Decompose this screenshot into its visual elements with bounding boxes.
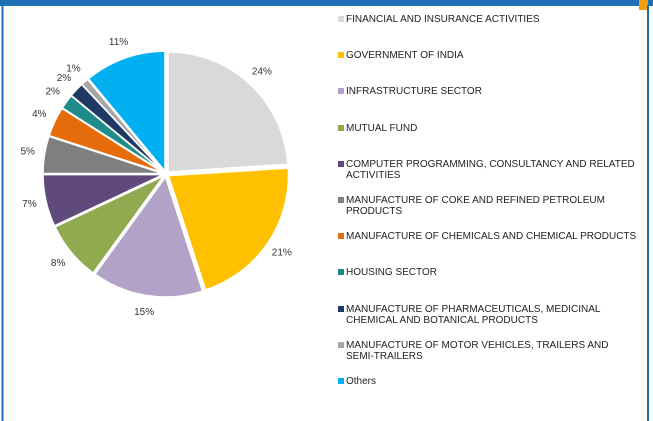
- pie-slice: [87, 50, 166, 174]
- corner-accent: [639, 0, 648, 10]
- legend-label: MANUFACTURE OF MOTOR VEHICLES, TRAILERS …: [346, 339, 609, 362]
- legend-item: MANUFACTURE OF CHEMICALS AND CHEMICAL PR…: [338, 231, 638, 242]
- legend-label: MANUFACTURE OF CHEMICALS AND CHEMICAL PR…: [346, 231, 637, 243]
- pie-slice: [42, 173, 164, 227]
- legend-swatch: [338, 341, 344, 348]
- legend-swatch: [338, 378, 344, 384]
- data-label: 1%: [66, 64, 81, 75]
- data-label: 2%: [46, 86, 61, 97]
- legend-item: Others: [338, 376, 638, 387]
- data-label: 7%: [22, 199, 37, 210]
- right-border: [647, 5, 649, 421]
- pie-slice: [54, 175, 165, 275]
- legend-swatch: [338, 52, 344, 59]
- legend-swatch: [338, 197, 344, 203]
- legend-label: INFRASTRUCTURE SECTOR: [346, 86, 482, 98]
- pie-slice: [93, 175, 204, 298]
- data-label: 2%: [57, 73, 72, 84]
- legend-swatch: [338, 305, 344, 312]
- data-label: 24%: [252, 67, 272, 78]
- legend-item: FINANCIAL AND INSURANCE ACTIVITIES: [338, 14, 638, 25]
- legend-item: MUTUAL FUND: [338, 123, 638, 134]
- legend-item: MANUFACTURE OF MOTOR VEHICLES, TRAILERS …: [338, 340, 638, 362]
- legend-swatch: [338, 160, 344, 167]
- legend-swatch: [338, 233, 344, 240]
- legend-item: GOVERNMENT OF INDIA: [338, 50, 638, 61]
- pie-slice: [80, 78, 165, 173]
- header-strip: [0, 0, 653, 6]
- legend-label: MANUFACTURE OF COKE AND REFINED PETROLEU…: [346, 195, 605, 217]
- legend-item: INFRASTRUCTURE SECTOR: [338, 86, 638, 97]
- legend-item: COMPUTER PROGRAMMING, CONSULTANCY AND RE…: [338, 159, 638, 181]
- legend-swatch: [338, 269, 344, 276]
- legend-item: MANUFACTURE OF COKE AND REFINED PETROLEU…: [338, 195, 638, 217]
- legend-item: MANUFACTURE OF PHARMACEUTICALS, MEDICINA…: [338, 304, 638, 326]
- data-label: 11%: [109, 37, 128, 48]
- legend-swatch: [338, 88, 344, 95]
- legend-label: FINANCIAL AND INSURANCE ACTIVITIES: [346, 14, 540, 25]
- data-label: 15%: [134, 307, 154, 318]
- legend-swatch: [338, 124, 344, 131]
- pie: 24%21%15%8%7%5%4%2%2%1%11%: [20, 37, 291, 318]
- pie-slice: [167, 51, 289, 173]
- legend-item: HOUSING SECTOR: [338, 267, 638, 278]
- legend-label: MANUFACTURE OF PHARMACEUTICALS, MEDICINA…: [346, 303, 601, 326]
- legend-swatch: [338, 16, 344, 22]
- data-label: 4%: [32, 109, 47, 120]
- legend-label: GOVERNMENT OF INDIA: [346, 50, 464, 62]
- data-label: 8%: [51, 258, 66, 269]
- left-border: [1, 5, 4, 421]
- data-label: 5%: [20, 147, 35, 158]
- legend-label: COMPUTER PROGRAMMING, CONSULTANCY AND RE…: [346, 158, 635, 181]
- pie-slice: [167, 167, 290, 291]
- legend-label: MUTUAL FUND: [346, 122, 418, 134]
- data-label: 21%: [272, 247, 292, 258]
- pie-slice: [42, 135, 164, 175]
- legend-label: Others: [346, 376, 377, 387]
- legend-label: HOUSING SECTOR: [346, 267, 437, 279]
